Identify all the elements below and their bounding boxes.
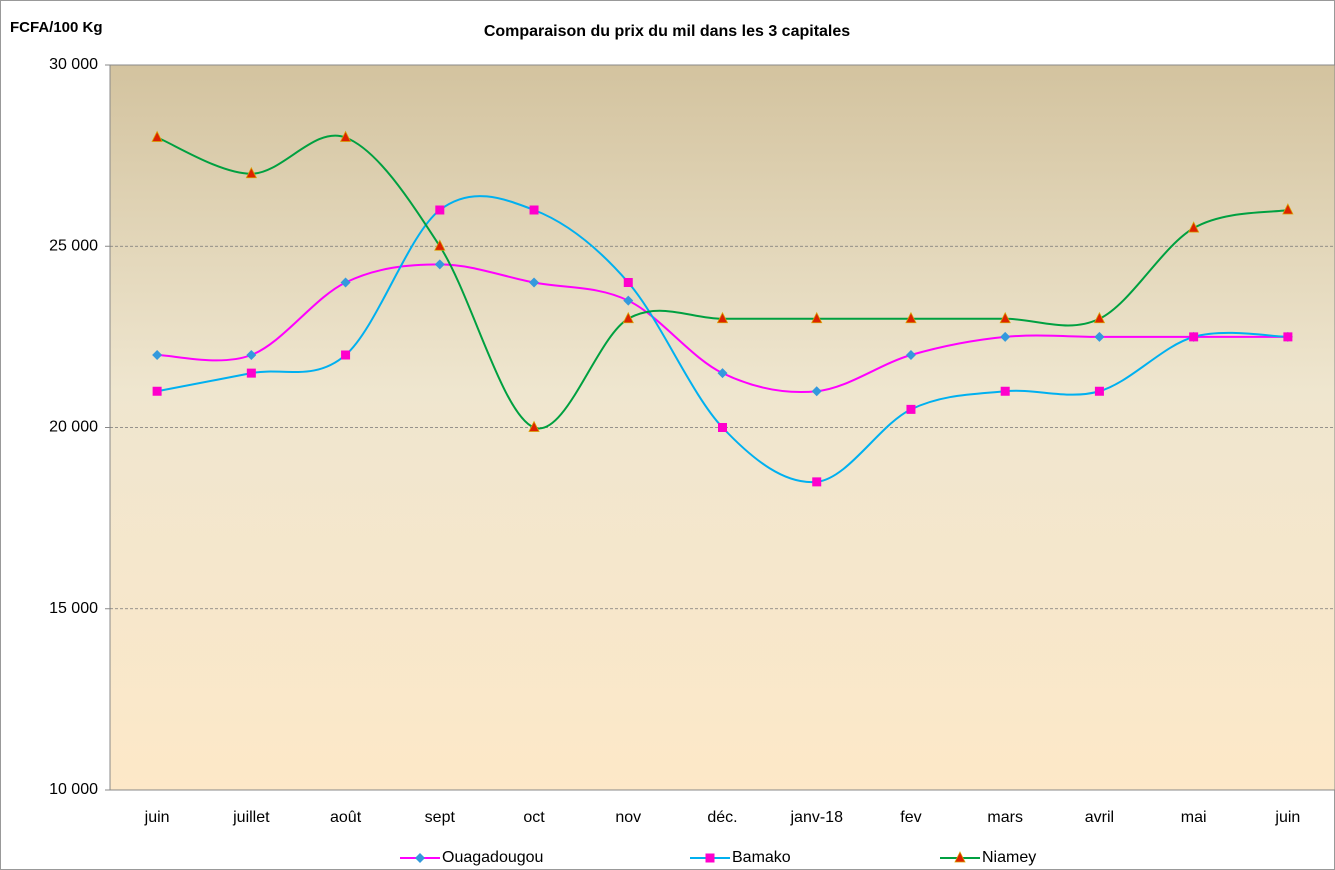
legend-marker — [415, 853, 425, 863]
marker — [1283, 332, 1293, 342]
x-tick-label: fev — [900, 809, 921, 826]
x-tick-label: oct — [523, 809, 545, 826]
marker — [1093, 311, 1106, 324]
marker — [246, 350, 257, 360]
marker — [434, 239, 446, 251]
legend-marker — [954, 851, 966, 863]
y-axis-label: FCFA/100 Kg — [10, 19, 103, 36]
marker — [811, 311, 823, 324]
marker — [623, 295, 634, 306]
marker — [1188, 221, 1200, 233]
y-tick-label: 10 000 — [49, 781, 98, 798]
marker — [1094, 331, 1105, 342]
marker — [245, 166, 257, 179]
x-tick-label: sept — [425, 809, 456, 826]
marker — [152, 350, 163, 360]
marker — [812, 477, 822, 487]
y-tick-label: 30 000 — [49, 56, 98, 73]
marker — [716, 311, 729, 324]
marker — [906, 404, 916, 414]
x-tick-label: janv-18 — [789, 809, 843, 826]
x-tick-label: mai — [1181, 809, 1207, 826]
marker — [1282, 203, 1294, 215]
marker — [339, 130, 352, 142]
series-line — [156, 195, 1288, 484]
marker — [718, 423, 727, 432]
x-tick-label: avril — [1085, 809, 1114, 826]
marker — [1189, 332, 1199, 342]
marker — [623, 278, 633, 287]
legend-marker — [705, 853, 715, 863]
marker — [999, 311, 1011, 324]
x-tick-label: déc. — [707, 809, 737, 826]
x-tick-label: mars — [987, 809, 1023, 826]
marker — [529, 277, 540, 288]
x-tick-label: nov — [615, 809, 641, 826]
marker — [1094, 386, 1104, 396]
marker — [529, 205, 539, 215]
marker — [434, 259, 445, 270]
marker — [622, 311, 634, 324]
marker — [905, 350, 916, 360]
legend-label: Bamako — [732, 849, 791, 866]
marker — [811, 386, 822, 397]
x-tick-label: juin — [144, 809, 170, 826]
x-tick-label: juillet — [232, 809, 270, 826]
y-tick-label: 15 000 — [49, 600, 98, 617]
y-tick-label: 25 000 — [49, 237, 98, 254]
legend-label: Niamey — [982, 849, 1036, 866]
marker — [246, 368, 256, 378]
marker — [151, 130, 163, 142]
y-tick-label: 20 000 — [49, 419, 98, 436]
legend-label: Ouagadougou — [442, 849, 543, 866]
chart-title: Comparaison du prix du mil dans les 3 ca… — [484, 23, 850, 40]
x-tick-label: juin — [1274, 809, 1300, 826]
marker — [717, 368, 728, 379]
x-tick-label: août — [330, 809, 362, 826]
marker — [435, 205, 445, 215]
marker — [528, 420, 540, 432]
marker — [905, 311, 917, 324]
marker — [1000, 386, 1010, 396]
marker — [1000, 331, 1011, 342]
marker — [341, 350, 351, 360]
marker — [340, 277, 351, 288]
marker — [152, 386, 162, 396]
